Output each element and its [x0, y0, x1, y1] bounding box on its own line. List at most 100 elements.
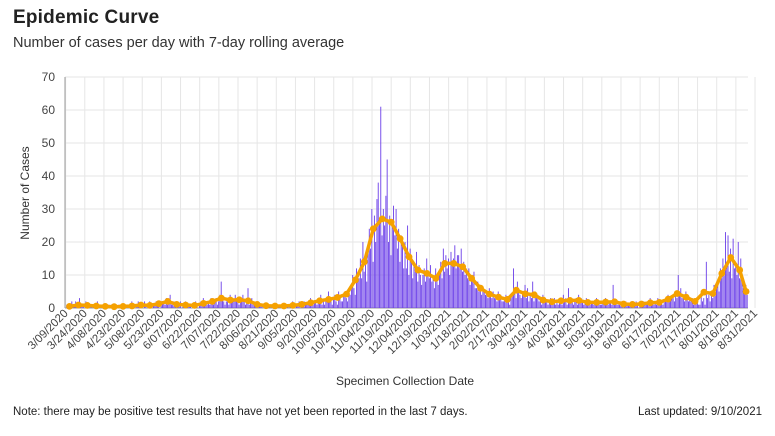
daily-case-bar — [154, 304, 156, 308]
daily-case-bar — [511, 294, 513, 308]
daily-case-bar — [460, 248, 462, 308]
daily-case-bar — [504, 298, 506, 308]
daily-case-bar — [548, 301, 550, 308]
daily-case-bar — [690, 301, 692, 308]
daily-case-bar — [485, 294, 486, 308]
rolling-average-point — [360, 258, 368, 266]
rolling-average-point — [512, 286, 520, 294]
daily-case-bar — [730, 248, 732, 308]
daily-case-bar — [545, 298, 546, 308]
rolling-average-point — [244, 297, 252, 305]
daily-case-bar — [316, 304, 318, 308]
rolling-average-point — [83, 301, 91, 309]
daily-case-bar — [716, 288, 717, 308]
daily-case-bar — [648, 304, 650, 308]
daily-case-bar — [214, 301, 216, 308]
daily-case-bar — [405, 268, 407, 308]
rolling-average-point — [316, 297, 324, 305]
daily-case-bar — [737, 242, 739, 308]
rolling-average-point — [378, 215, 386, 223]
daily-case-bar — [358, 278, 360, 308]
rolling-average-point — [289, 301, 297, 309]
rolling-average-point — [486, 290, 493, 298]
daily-case-bar — [616, 304, 618, 308]
daily-case-bar — [474, 288, 476, 308]
daily-case-bar — [644, 304, 646, 308]
daily-case-bar — [435, 268, 437, 308]
daily-case-bar — [710, 291, 712, 308]
rolling-average-point — [298, 300, 306, 308]
daily-case-bar — [441, 278, 443, 308]
daily-case-bar — [702, 301, 703, 308]
daily-case-bar — [672, 298, 674, 308]
daily-case-bar — [467, 278, 469, 308]
daily-case-bar — [506, 301, 508, 308]
daily-case-bar — [659, 304, 661, 308]
chart-title: Epidemic Curve — [13, 7, 160, 28]
daily-case-bar — [501, 301, 503, 308]
daily-case-bar — [520, 298, 522, 308]
daily-case-bar — [708, 294, 710, 308]
daily-case-bar — [684, 301, 686, 308]
rolling-average-point — [566, 297, 574, 304]
daily-case-bar — [306, 304, 308, 308]
daily-case-bar — [168, 301, 170, 308]
daily-case-bar — [536, 298, 537, 308]
daily-case-bar — [473, 271, 475, 308]
rolling-average-point — [352, 276, 359, 284]
daily-case-bar — [252, 304, 254, 308]
daily-case-bar — [723, 275, 725, 308]
daily-case-bar — [428, 278, 430, 308]
daily-case-bar — [543, 301, 545, 308]
daily-case-bar — [583, 304, 585, 308]
daily-case-bar — [689, 298, 691, 308]
daily-case-bar — [384, 225, 386, 308]
daily-case-bar — [315, 301, 317, 308]
daily-case-bar — [703, 298, 705, 308]
rolling-average-point — [128, 302, 136, 310]
rolling-average-point — [137, 301, 145, 309]
daily-case-bar — [232, 298, 234, 308]
daily-case-bar — [656, 304, 657, 308]
daily-case-bar — [419, 275, 421, 308]
rolling-average-point — [119, 302, 127, 310]
y-tick-label: 20 — [42, 235, 56, 249]
daily-case-bar — [610, 301, 612, 308]
daily-case-bar — [698, 304, 700, 308]
daily-case-bar — [408, 275, 410, 308]
daily-case-bar — [243, 301, 245, 308]
daily-case-bar — [700, 294, 702, 308]
rolling-average-point — [271, 302, 279, 310]
daily-case-bar — [325, 301, 327, 308]
daily-case-bar — [241, 301, 243, 308]
daily-case-bar — [422, 275, 424, 308]
daily-case-bar — [602, 301, 604, 308]
daily-case-bar — [518, 291, 520, 308]
daily-case-bar — [696, 301, 698, 308]
chart-subtitle: Number of cases per day with 7-day rolli… — [13, 35, 345, 51]
daily-case-bar — [455, 268, 457, 308]
daily-case-bar — [574, 301, 576, 308]
daily-case-bar — [719, 268, 721, 308]
daily-case-bar — [463, 261, 465, 308]
daily-case-bar — [432, 275, 434, 308]
rolling-average-point — [655, 298, 663, 306]
daily-case-bar — [368, 228, 370, 308]
daily-case-bar — [379, 222, 380, 308]
daily-case-bar — [523, 294, 525, 308]
rolling-average-point — [209, 298, 216, 305]
daily-case-bar — [551, 304, 553, 308]
daily-case-bar — [382, 209, 384, 308]
daily-case-bar — [490, 294, 492, 308]
daily-case-bar — [626, 304, 628, 308]
daily-case-bar — [537, 294, 539, 308]
daily-case-bar — [584, 301, 586, 308]
daily-case-bar — [404, 242, 406, 308]
daily-case-bar — [322, 301, 324, 308]
daily-case-bar — [308, 304, 310, 308]
rolling-average-point — [75, 301, 82, 309]
daily-case-bar — [527, 288, 529, 308]
rolling-average-point — [182, 301, 190, 309]
rolling-average-point — [700, 288, 708, 296]
daily-case-bar — [739, 278, 740, 308]
